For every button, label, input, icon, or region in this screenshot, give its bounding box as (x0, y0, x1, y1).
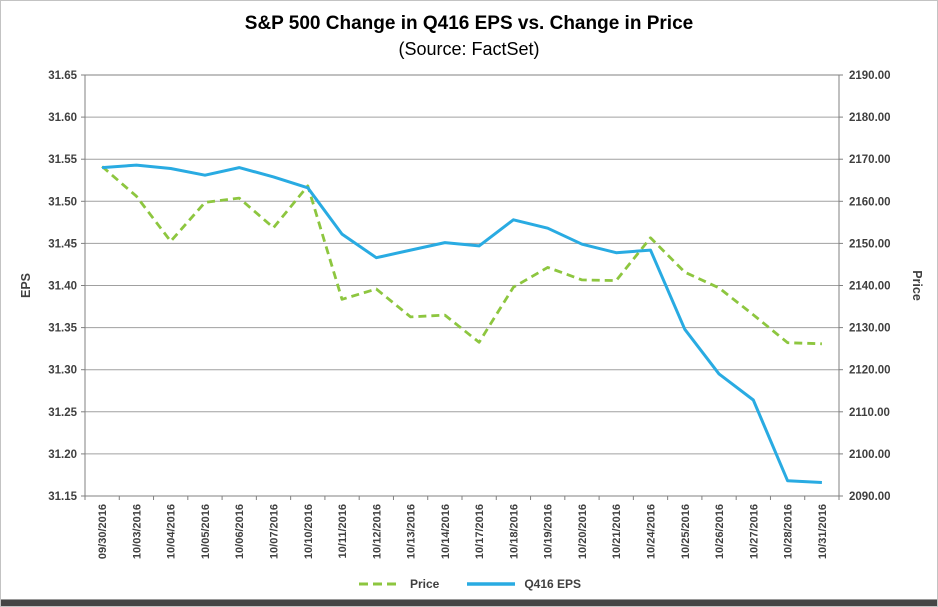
x-axis-tick-label: 10/07/2016 (269, 504, 281, 559)
right-axis-tick-label: 2140.00 (849, 281, 891, 293)
x-axis-tick-label: 10/18/2016 (508, 504, 520, 559)
right-axis-tick-label: 2110.00 (849, 407, 890, 419)
x-axis-tick-label: 10/20/2016 (577, 504, 589, 559)
left-axis-tick-label: 31.55 (48, 154, 77, 166)
plot-border (84, 74, 840, 497)
right-axis-tick-label: 2090.00 (849, 491, 891, 503)
x-axis-tick-label: 10/04/2016 (166, 504, 178, 559)
x-axis-tick-label: 10/06/2016 (234, 504, 246, 559)
legend: Price Q416 EPS (1, 573, 937, 595)
right-axis-title: Price (910, 270, 924, 301)
chart-subtitle: (Source: FactSet) (398, 39, 540, 59)
left-axis-tick-label: 31.15 (48, 491, 77, 503)
left-axis-tick-label: 31.40 (48, 281, 77, 293)
x-axis-tick-label: 10/24/2016 (646, 504, 658, 559)
x-axis-tick-label: 10/31/2016 (817, 504, 829, 559)
title-block: S&P 500 Change in Q416 EPS vs. Change in… (1, 11, 937, 61)
price-dash-swatch (358, 582, 401, 586)
x-axis-tick-label: 10/19/2016 (543, 504, 555, 559)
line-chart-plot: 31.65 2190.00 31.60 2180.00 31.55 2170.00 31.5… (19, 70, 924, 559)
x-axis-tick-label: 10/27/2016 (748, 504, 760, 559)
legend-item-price: Price (357, 577, 439, 591)
legend-label-eps: Q416 EPS (524, 577, 582, 591)
left-axis-tick-label: 31.60 (48, 112, 77, 124)
left-axis-title: EPS (19, 273, 33, 298)
x-axis-tick-label: 10/17/2016 (474, 504, 486, 559)
left-axis-tick-label: 31.35 (48, 323, 77, 335)
window-bottom-edge (1, 599, 937, 606)
x-axis-tick-label: 10/21/2016 (611, 504, 623, 559)
x-axis-tick-label: 10/05/2016 (200, 504, 212, 559)
right-axis-tick-label: 2120.00 (849, 365, 891, 377)
left-axis-tick-label: 31.45 (48, 238, 77, 250)
x-axis-tick-label: 10/12/2016 (371, 504, 383, 559)
right-axis-tick-label: 2100.00 (849, 449, 891, 461)
right-axis-tick-label: 2180.00 (849, 112, 891, 124)
right-axis-tick-label: 2190.00 (849, 70, 891, 82)
x-axis-tick-label: 10/25/2016 (680, 504, 692, 559)
price-series-line (101, 165, 822, 346)
x-axis-tick-label: 10/10/2016 (303, 504, 315, 559)
right-axis-tick-label: 2150.00 (849, 238, 891, 250)
legend-item-eps: Q416 EPS (465, 577, 581, 591)
x-axis-tick-label: 09/30/2016 (97, 504, 109, 559)
chart-title: S&P 500 Change in Q416 EPS vs. Change in… (244, 13, 694, 34)
right-axis-tick-label: 2160.00 (849, 196, 891, 208)
x-axis-tick-label: 10/13/2016 (406, 504, 418, 559)
left-axis-tick-label: 31.25 (48, 407, 77, 419)
eps-series-line (101, 163, 822, 484)
x-axis-tick-label: 10/26/2016 (714, 504, 726, 559)
left-axis-tick-label: 31.50 (48, 196, 77, 208)
left-axis-tick-label: 31.30 (48, 365, 77, 377)
x-axis-tick-label: 10/14/2016 (440, 504, 452, 559)
x-axis-tick-label: 10/03/2016 (131, 504, 143, 559)
x-axis-tick-label: 10/11/2016 (337, 504, 349, 558)
eps-line-swatch (467, 582, 516, 586)
left-axis-tick-label: 31.65 (48, 70, 77, 82)
right-axis-tick-label: 2130.00 (849, 323, 891, 335)
right-axis-tick-label: 2170.00 (849, 154, 891, 166)
x-axis-tick-label: 10/28/2016 (783, 504, 795, 559)
left-axis-tick-label: 31.20 (48, 449, 77, 461)
legend-label-price: Price (409, 577, 440, 591)
